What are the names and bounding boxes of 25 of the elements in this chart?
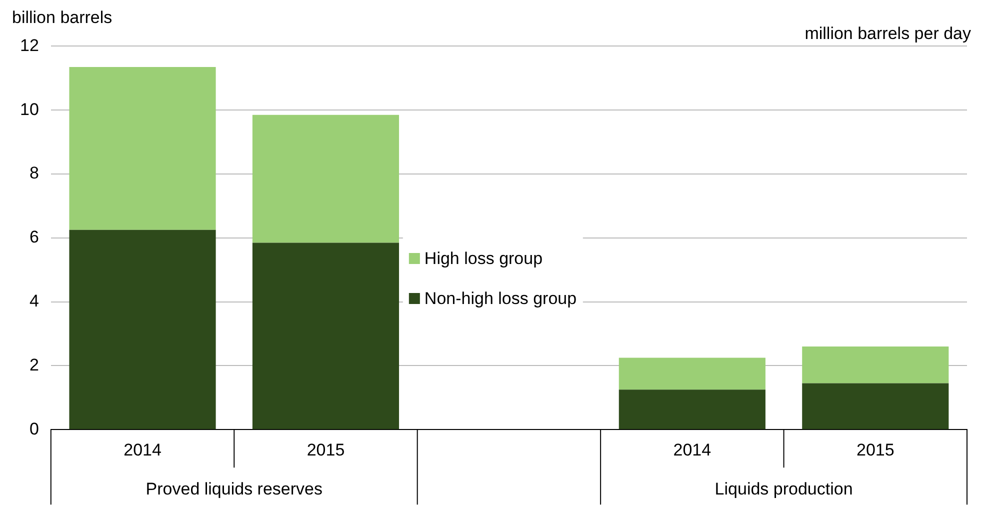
bar [252,114,400,243]
y-axis-title: billion barrels [12,8,112,28]
y-tick-label: 0 [29,419,39,438]
y2-axis-title: million barrels per day [804,24,971,44]
y-tick-label: 2 [29,355,39,374]
legend-label: High loss group [424,248,543,269]
text: Proved liquids reserves [146,479,322,498]
legend-label: Non-high loss group [424,288,577,309]
bar [69,66,216,230]
text: Liquids production [714,479,853,498]
bar [618,358,766,390]
bar [252,242,400,430]
x-tick-label: 2015 [306,440,345,460]
bar [618,390,766,430]
y-tick-label: 12 [20,36,39,55]
x-tick-label: 2014 [673,440,712,460]
y-tick-label: 10 [20,100,39,119]
bar [802,383,949,430]
bar [802,346,949,384]
y-tick-label: 6 [29,228,39,247]
x-tick-label: 2014 [124,440,162,460]
bar [69,230,216,430]
y-tick-label: 4 [29,291,39,310]
x-tick-label: 2015 [856,440,894,460]
y-tick-label: 8 [29,164,39,183]
